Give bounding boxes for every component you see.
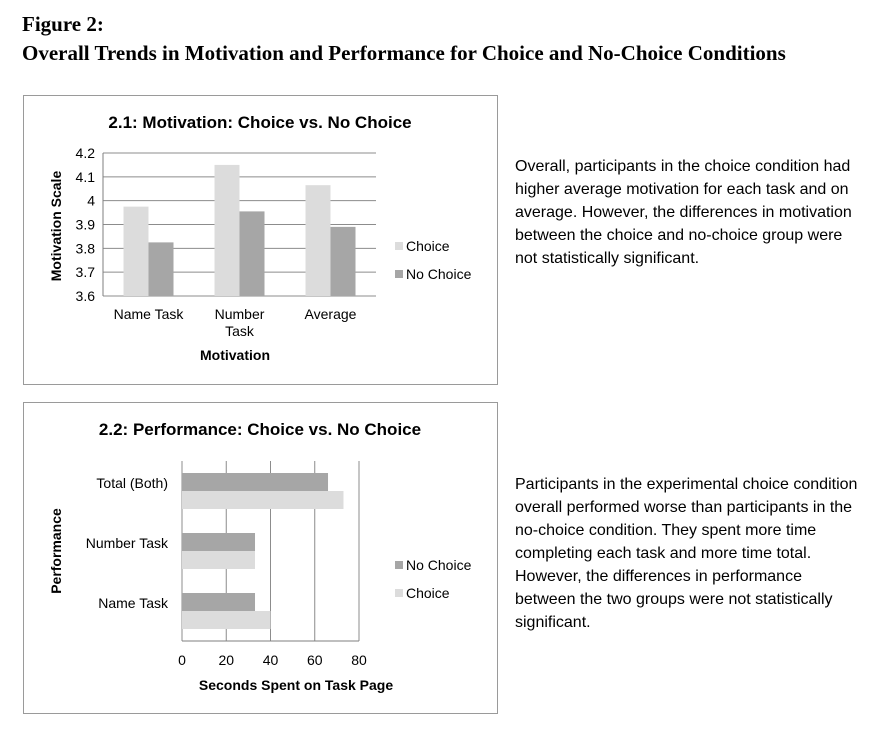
- y-tick-label: 4.2: [76, 145, 96, 161]
- bar-no-choice: [148, 242, 174, 296]
- legend-label: Choice: [406, 585, 450, 601]
- y-tick-label: 3.8: [76, 240, 96, 256]
- bar-choice: [182, 611, 271, 629]
- y-tick-label: 4: [87, 193, 95, 209]
- bar-choice: [123, 206, 149, 296]
- bar-no-choice: [330, 226, 356, 296]
- x-tick-label: 20: [218, 652, 234, 668]
- performance-chart-panel: 2.2: Performance: Choice vs. No Choice 0 2…: [23, 402, 498, 714]
- x-tick-label: 60: [307, 652, 323, 668]
- figure-title: Overall Trends in Motivation and Perform…: [22, 41, 786, 65]
- motivation-chart: 2.1: Motivation: Choice vs. No Choice 3.6…: [48, 113, 472, 363]
- bar-no-choice: [182, 533, 256, 551]
- x-tick-label: 0: [178, 652, 186, 668]
- x-tick-label: Average: [305, 306, 357, 322]
- bar-choice: [305, 185, 331, 296]
- bar-no-choice: [182, 593, 256, 611]
- x-tick-label: Number: [215, 306, 265, 322]
- y-tick-label: Name Task: [98, 595, 169, 611]
- motivation-chart-panel: 2.1: Motivation: Choice vs. No Choice 3.6…: [23, 95, 498, 385]
- bar-choice: [182, 491, 344, 509]
- performance-chart: 2.2: Performance: Choice vs. No Choice 0 2…: [48, 420, 472, 693]
- x-axis-label: Motivation: [200, 347, 270, 363]
- legend-swatch: [395, 270, 403, 278]
- x-tick-label: Name Task: [114, 306, 185, 322]
- y-axis-label: Motivation Scale: [48, 171, 64, 282]
- y-tick-label: 3.6: [76, 288, 96, 304]
- legend-label: No Choice: [406, 557, 472, 573]
- y-tick-label: Number Task: [86, 535, 169, 551]
- x-tick-label: Task: [225, 323, 255, 339]
- legend-swatch: [395, 242, 403, 250]
- legend-swatch: [395, 561, 403, 569]
- bar-no-choice: [239, 211, 265, 296]
- x-tick-label: 80: [351, 652, 367, 668]
- y-tick-label: 3.9: [76, 217, 96, 233]
- y-tick-label: Total (Both): [96, 475, 168, 491]
- bar-choice: [182, 551, 256, 569]
- chart-title: 2.2: Performance: Choice vs. No Choice: [99, 420, 421, 439]
- y-tick-label: 3.7: [76, 264, 96, 280]
- legend-swatch: [395, 589, 403, 597]
- legend-label: Choice: [406, 238, 450, 254]
- x-axis-label: Seconds Spent on Task Page: [199, 677, 393, 693]
- y-axis-label: Performance: [48, 508, 64, 594]
- y-tick-label: 4.1: [76, 169, 96, 185]
- chart-title: 2.1: Motivation: Choice vs. No Choice: [108, 113, 411, 132]
- legend-label: No Choice: [406, 266, 472, 282]
- bar-choice: [214, 164, 240, 296]
- motivation-description: Overall, participants in the choice cond…: [515, 158, 852, 267]
- figure-label: Figure 2:: [22, 12, 104, 36]
- bar-no-choice: [182, 473, 329, 491]
- x-tick-label: 40: [263, 652, 279, 668]
- performance-description: Participants in the experimental choice …: [515, 476, 858, 631]
